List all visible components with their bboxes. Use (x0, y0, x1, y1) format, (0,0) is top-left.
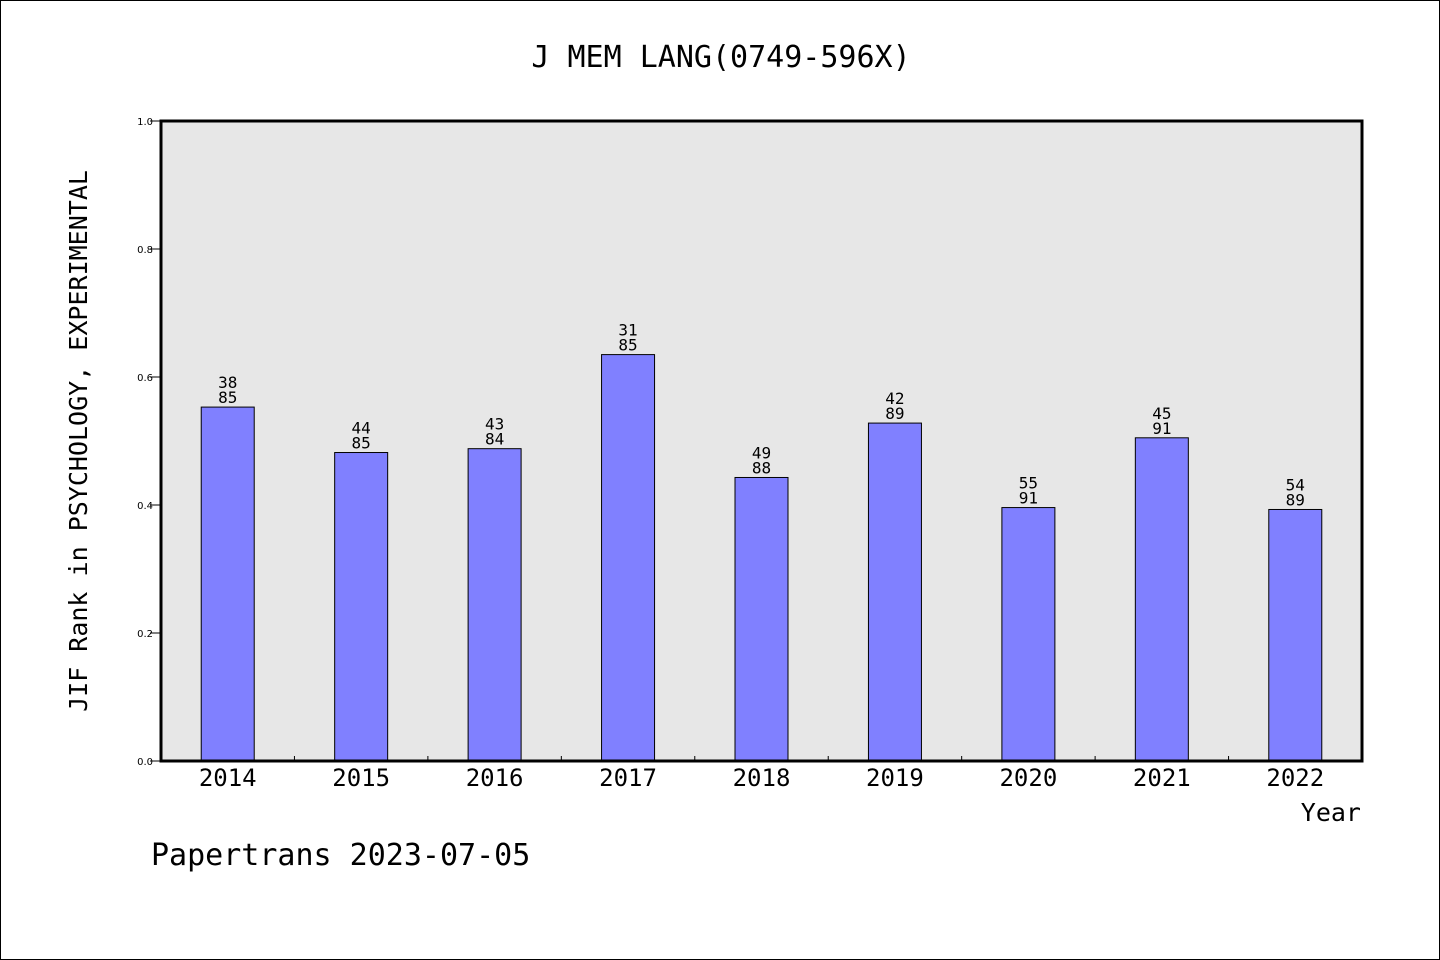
data-label-rank: 43 (485, 415, 504, 434)
data-label-rank: 38 (218, 373, 237, 392)
data-label-rank: 45 (1152, 404, 1171, 423)
bar-2014 (200, 406, 255, 762)
data-label-rank: 44 (352, 419, 371, 438)
y-tick-label: 0.0 (137, 757, 153, 768)
data-label-rank: 42 (885, 389, 904, 408)
data-label-rank: 54 (1286, 475, 1305, 494)
data-label-total: 88 (752, 458, 771, 477)
credit-text: Papertrans 2023-07-05 (151, 838, 530, 873)
y-tick-label: 1.0 (137, 117, 153, 128)
data-label-total: 85 (218, 388, 237, 407)
bar-2020 (1001, 507, 1056, 762)
x-tick-label: 2015 (332, 764, 390, 792)
data-label-rank: 31 (618, 321, 637, 340)
x-axis-title: Year (1301, 798, 1361, 827)
x-tick-label: 2022 (1266, 764, 1324, 792)
x-tick-label: 2018 (733, 764, 791, 792)
bar-2015 (334, 452, 389, 762)
bars-group (200, 354, 1323, 762)
data-label-total: 89 (1286, 490, 1305, 509)
data-label-total: 89 (885, 404, 904, 423)
y-axis-ticks: 0.0 0.2 0.4 0.6 0.8 1.0 (137, 117, 161, 768)
x-tick-label: 2014 (199, 764, 257, 792)
y-tick-label: 0.8 (137, 245, 153, 256)
bar-2021 (1134, 437, 1189, 762)
bar-2022 (1268, 508, 1323, 762)
data-label-total: 85 (618, 336, 637, 355)
data-label-total: 85 (352, 434, 371, 453)
data-label-total: 91 (1152, 419, 1171, 438)
plot-border (159, 119, 1364, 763)
data-label-rank: 55 (1019, 474, 1038, 493)
bar-2016 (467, 448, 522, 762)
y-axis-title: JIF Rank in PSYCHOLOGY, EXPERIMENTAL (64, 170, 93, 712)
x-tick-label: 2016 (466, 764, 524, 792)
y-tick-label: 0.2 (137, 629, 153, 640)
x-tick-label: 2017 (599, 764, 657, 792)
data-label-total: 84 (485, 430, 504, 449)
x-tick-label: 2021 (1133, 764, 1191, 792)
data-label-total: 91 (1019, 489, 1038, 508)
bar-2018 (734, 476, 789, 762)
x-tick-label: 2019 (866, 764, 924, 792)
chart-title: J MEM LANG(0749-596X) (531, 40, 910, 75)
bar-2017 (601, 354, 656, 762)
data-label-rank: 49 (752, 443, 771, 462)
x-axis-ticks: 2014 2015 2016 2017 2018 2019 2020 2021 2022 (199, 756, 1324, 792)
y-tick-label: 0.4 (137, 501, 153, 512)
x-tick-label: 2020 (999, 764, 1057, 792)
y-tick-label: 0.6 (137, 373, 153, 384)
bar-2019 (867, 422, 922, 762)
